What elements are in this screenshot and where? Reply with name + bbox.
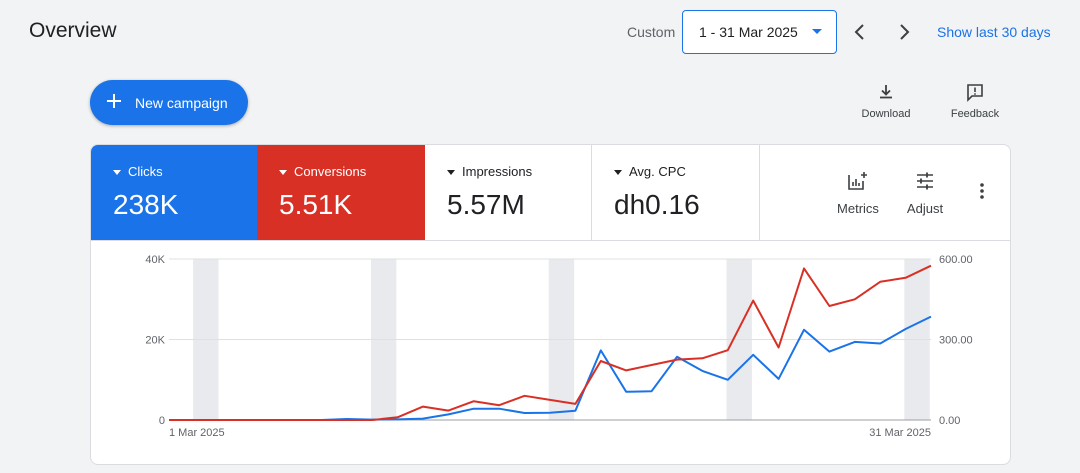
feedback-label: Feedback: [950, 108, 1000, 120]
metric-label: Impressions: [462, 164, 533, 179]
metric-impressions[interactable]: Impressions 5.57M: [425, 145, 592, 240]
adjust-button[interactable]: Adjust: [900, 171, 950, 216]
tune-icon: [917, 172, 933, 190]
metrics-button[interactable]: Metrics: [832, 171, 884, 216]
page-title: Overview: [29, 19, 117, 42]
more-vert-icon: [980, 183, 984, 199]
y-right-tick-label: 600.00: [939, 254, 973, 266]
divider: [91, 240, 1010, 241]
feedback-icon: [967, 84, 983, 102]
x-tick-label: 31 Mar 2025: [869, 427, 931, 439]
download-label: Download: [861, 108, 911, 120]
x-tick-label: 1 Mar 2025: [169, 427, 225, 439]
date-range-type-label: Custom: [627, 24, 676, 40]
y-right-tick-label: 0.00: [939, 415, 960, 427]
chevron-right-icon: [900, 24, 910, 40]
plus-icon: [107, 94, 121, 108]
metric-value: 5.51K: [279, 189, 353, 220]
metric-avg-cpc[interactable]: Avg. CPC dh0.16: [592, 145, 760, 240]
more-options-button[interactable]: [972, 181, 992, 206]
performance-card: Clicks 238K Conversions 5.51K Impression…: [90, 144, 1011, 465]
date-range-value: 1 - 31 Mar 2025: [699, 24, 798, 40]
adjust-label: Adjust: [906, 201, 944, 216]
dropdown-triangle-icon: [447, 170, 455, 176]
dropdown-triangle-icon: [113, 170, 121, 176]
dropdown-caret-icon: [812, 29, 822, 34]
chevron-left-icon: [854, 24, 864, 40]
add-chart-icon: [848, 172, 867, 190]
feedback-button[interactable]: Feedback: [935, 82, 1015, 126]
new-campaign-label: New campaign: [135, 95, 228, 111]
show-last-30-days-link[interactable]: Show last 30 days: [937, 24, 1051, 40]
metric-value: 5.57M: [447, 189, 525, 220]
performance-chart: 0 20K 40K 0.00 300.00 600.00 1 Mar 2025 31 Mar …: [91, 241, 1010, 464]
metric-value: 238K: [113, 189, 179, 220]
metric-conversions[interactable]: Conversions 5.51K: [257, 145, 425, 240]
y-right-tick-label: 300.00: [939, 335, 973, 347]
download-button[interactable]: Download: [846, 82, 926, 126]
dropdown-triangle-icon: [279, 170, 287, 176]
previous-period-button[interactable]: [848, 20, 872, 44]
date-range-picker[interactable]: 1 - 31 Mar 2025: [682, 10, 837, 54]
metric-label: Avg. CPC: [629, 164, 686, 179]
metric-label: Clicks: [128, 164, 163, 179]
new-campaign-button[interactable]: New campaign: [90, 80, 248, 125]
y-left-tick-label: 40K: [145, 254, 165, 266]
metric-value: dh0.16: [614, 189, 700, 220]
y-left-tick-label: 0: [159, 415, 165, 427]
y-left-tick-label: 20K: [145, 335, 165, 347]
series-line-conversions: [169, 264, 932, 421]
metrics-label: Metrics: [837, 201, 879, 216]
download-icon: [880, 85, 892, 99]
line-chart: 0 20K 40K 0.00 300.00 600.00 1 Mar 2025 31 Mar …: [145, 254, 973, 439]
next-period-button[interactable]: [892, 20, 916, 44]
card-actions: Metrics Adjust: [760, 145, 1010, 240]
overview-header: Overview Custom 1 - 31 Mar 2025 Show las…: [0, 0, 1080, 64]
metric-label: Conversions: [294, 164, 367, 179]
metric-clicks[interactable]: Clicks 238K: [91, 145, 257, 240]
dropdown-triangle-icon: [614, 170, 622, 176]
